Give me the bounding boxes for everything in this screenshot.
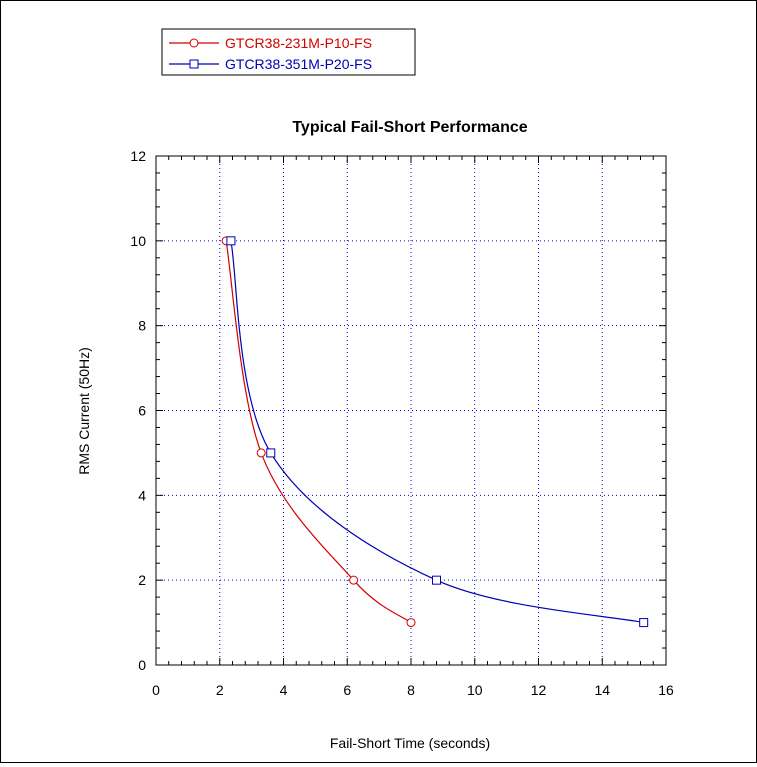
x-tick-label: 12 [531,682,547,698]
x-tick-label: 6 [343,682,351,698]
x-tick-label: 8 [407,682,415,698]
y-tick-label: 0 [138,657,146,673]
y-axis-label: RMS Current (50Hz) [76,347,92,475]
legend-label: GTCR38-351M-P20-FS [225,56,372,72]
data-point [406,618,416,628]
grid [156,156,666,665]
legend-label: GTCR38-231M-P10-FS [225,35,372,51]
x-tick-label: 4 [280,682,288,698]
data-point [432,575,441,585]
legend-box [161,28,416,76]
axes: 0 2 4 6 8 10 12 14 16 0 2 4 6 8 10 12 [130,148,674,698]
legend-marker [189,59,199,69]
y-tick-label: 6 [138,403,146,419]
data-point [256,448,266,458]
series-line [230,240,644,624]
x-tick-label: 14 [594,682,610,698]
series-2 [226,236,649,628]
y-tick-label: 8 [138,318,146,334]
legend-marker [189,38,199,48]
y-tick-label: 2 [138,572,146,588]
x-axis-label: Fail-Short Time (seconds) [330,735,490,751]
legend: GTCR38-231M-P10-FS GTCR38-351M-P20-FS [161,28,416,76]
series [221,236,649,628]
x-tick-label: 16 [658,682,674,698]
x-tick-label: 2 [216,682,224,698]
y-tick-label: 4 [138,487,146,503]
x-tick-label: 10 [467,682,483,698]
data-point [266,448,276,458]
y-tick-label: 12 [130,148,146,164]
y-tick-label: 10 [130,233,146,249]
chart-title: Typical Fail-Short Performance [292,119,527,136]
x-tick-label: 0 [152,682,160,698]
series-1 [221,236,416,628]
data-point [639,618,649,628]
series-line [225,240,412,624]
data-point [226,236,236,246]
data-point [349,575,359,585]
